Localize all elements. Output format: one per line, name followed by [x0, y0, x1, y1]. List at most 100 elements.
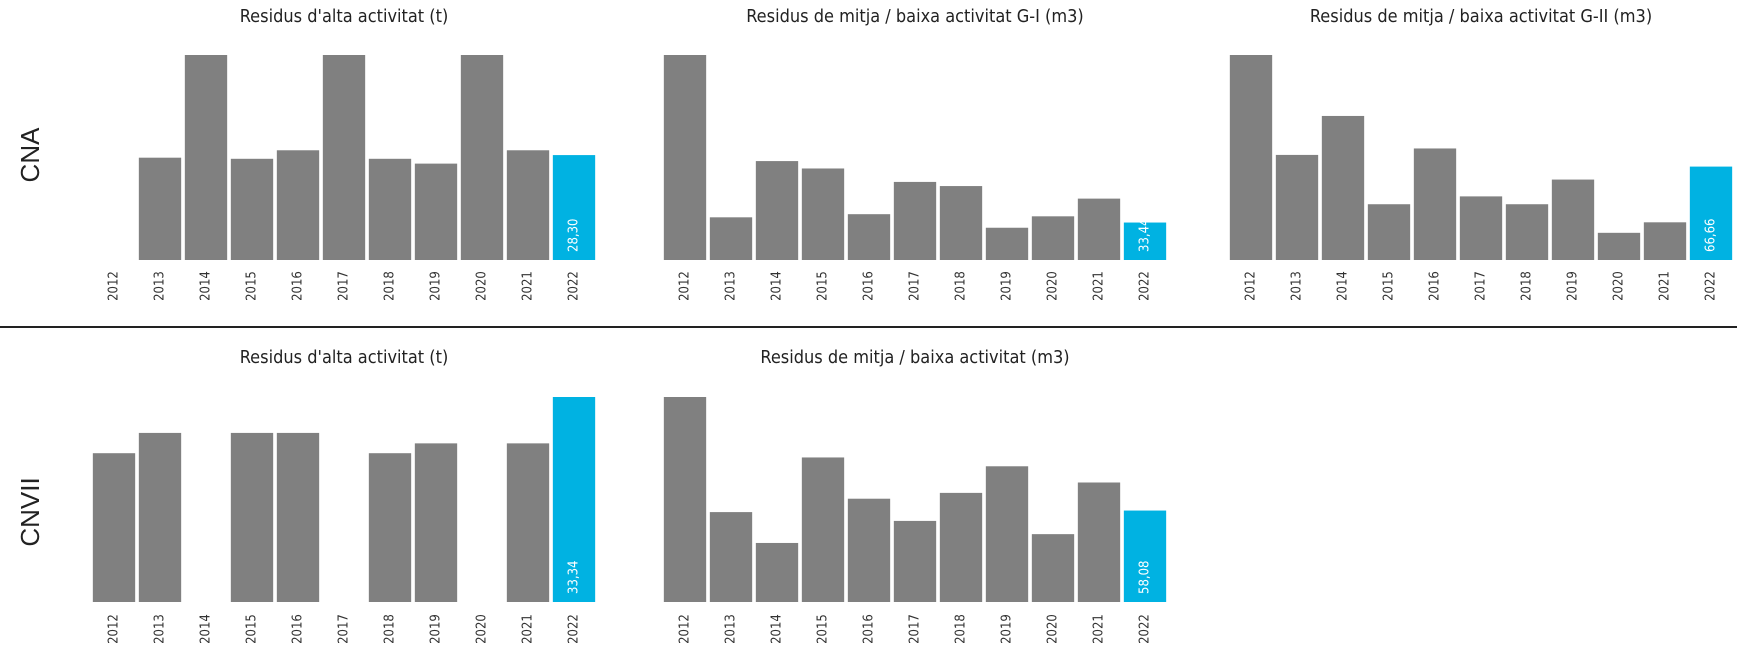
bar: [1459, 196, 1503, 260]
chart-title: Residus de mitja / baixa activitat G-II …: [1310, 6, 1652, 27]
x-tick-label: 2013: [724, 614, 739, 644]
x-tick-label: 2020: [475, 271, 490, 301]
bar: [709, 217, 753, 260]
x-tick-label: 2016: [1428, 271, 1443, 301]
bar: [184, 55, 228, 260]
bar: [985, 227, 1029, 260]
bar: [230, 158, 274, 260]
x-tick-label: 2021: [1092, 271, 1107, 301]
x-tick-label: 2017: [908, 271, 923, 301]
x-tick-label: 2014: [199, 271, 214, 301]
bar: [1077, 198, 1121, 260]
bar: [1367, 204, 1411, 260]
bar: [1275, 154, 1319, 260]
x-tick-label: 2020: [1046, 271, 1061, 301]
x-tick-label: 2018: [954, 614, 969, 644]
bar: [1031, 216, 1075, 260]
bar: [709, 512, 753, 602]
bar: [414, 163, 458, 260]
x-tick-label: 2022: [567, 271, 582, 301]
x-tick-label: 2016: [862, 271, 877, 301]
bar: [755, 161, 799, 260]
value-label: 33,44: [1138, 219, 1153, 252]
x-tick-label: 2012: [107, 614, 122, 644]
value-label: 28,30: [567, 219, 582, 252]
bar: [801, 168, 845, 260]
x-tick-label: 2021: [1658, 271, 1673, 301]
chart-title: Residus de mitja / baixa activitat G-I (…: [746, 6, 1084, 27]
x-tick-label: 2022: [1138, 271, 1153, 301]
bar: [92, 453, 136, 602]
x-tick-label: 2013: [153, 614, 168, 644]
bar: [414, 443, 458, 602]
bar: [1077, 482, 1121, 602]
bar: [276, 432, 320, 602]
x-tick-label: 2017: [908, 614, 923, 644]
x-tick-label: 2018: [1520, 271, 1535, 301]
value-label: 66,66: [1704, 219, 1719, 252]
bar: [893, 520, 937, 602]
bar: [368, 158, 412, 260]
x-tick-label: 2017: [337, 614, 352, 644]
x-tick-label: 2019: [1000, 271, 1015, 301]
bar: [893, 181, 937, 260]
x-tick-label: 2015: [245, 614, 260, 644]
bar: [985, 466, 1029, 602]
x-tick-label: 2017: [337, 271, 352, 301]
bar: [1505, 204, 1549, 260]
x-tick-label: 2012: [107, 271, 122, 301]
x-tick-label: 2020: [475, 614, 490, 644]
bar: [1413, 148, 1457, 260]
x-tick-label: 2015: [816, 614, 831, 644]
row-label: CNA: [15, 127, 45, 183]
bar: [552, 397, 596, 602]
chart-title: Residus de mitja / baixa activitat (m3): [760, 347, 1069, 368]
x-tick-label: 2015: [245, 271, 260, 301]
bar: [1123, 510, 1167, 602]
x-tick-label: 2020: [1612, 271, 1627, 301]
bar: [460, 55, 504, 260]
bar: [755, 542, 799, 602]
x-tick-label: 2017: [1474, 271, 1489, 301]
bar: [368, 453, 412, 602]
x-tick-label: 2012: [1244, 271, 1259, 301]
x-tick-label: 2012: [678, 271, 693, 301]
bar: [1031, 534, 1075, 602]
x-tick-label: 2016: [862, 614, 877, 644]
x-tick-label: 2014: [770, 271, 785, 301]
chart-title: Residus d'alta activitat (t): [240, 6, 449, 27]
x-tick-label: 2015: [816, 271, 831, 301]
chart-title: Residus d'alta activitat (t): [240, 347, 449, 368]
x-tick-label: 2015: [1382, 271, 1397, 301]
bar: [138, 432, 182, 602]
bar: [276, 150, 320, 260]
bar: [230, 432, 274, 602]
bar: [1689, 166, 1733, 260]
x-tick-label: 2019: [429, 271, 444, 301]
bar: [138, 157, 182, 260]
x-tick-label: 2014: [1336, 271, 1351, 301]
bar: [552, 155, 596, 260]
bar: [1643, 222, 1687, 260]
bar: [663, 55, 707, 260]
bar: [1551, 179, 1595, 260]
x-tick-label: 2014: [770, 614, 785, 644]
x-tick-label: 2021: [521, 271, 536, 301]
x-tick-label: 2022: [567, 614, 582, 644]
x-tick-label: 2016: [291, 614, 306, 644]
x-tick-label: 2013: [724, 271, 739, 301]
value-label: 33,34: [567, 561, 582, 594]
x-tick-label: 2021: [1092, 614, 1107, 644]
bar: [322, 55, 366, 260]
x-tick-label: 2020: [1046, 614, 1061, 644]
bar: [663, 397, 707, 602]
bar: [1597, 232, 1641, 260]
x-tick-label: 2019: [429, 614, 444, 644]
x-tick-label: 2016: [291, 271, 306, 301]
x-tick-label: 2012: [678, 614, 693, 644]
x-tick-label: 2019: [1000, 614, 1015, 644]
x-tick-label: 2014: [199, 614, 214, 644]
row-label: CNVII: [15, 477, 45, 546]
bar: [1321, 115, 1365, 260]
